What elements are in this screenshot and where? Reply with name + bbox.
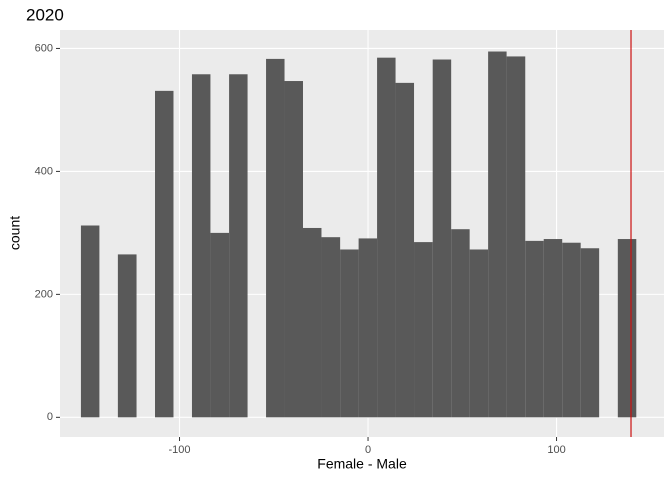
bar [377,57,396,418]
bar [358,238,378,418]
bar [340,249,359,418]
bar [451,229,470,418]
bar [321,237,341,418]
chart-title: 2020 [26,5,64,24]
bar [229,74,248,418]
bar [210,232,230,418]
x-tick-label: 100 [547,444,565,456]
bar [395,82,415,418]
x-tick-label: -100 [169,444,191,456]
bar [506,56,526,418]
bar [155,90,174,418]
x-axis-label: Female - Male [317,456,407,472]
bar [562,242,581,418]
bar [543,239,563,418]
bar [191,74,211,418]
bar [266,58,285,418]
bar [469,249,489,418]
y-tick-label: 0 [47,411,53,423]
bar [117,254,137,418]
bar [525,240,544,418]
bar [580,248,600,418]
y-tick-label: 400 [35,165,53,177]
bar [432,59,452,418]
y-tick-label: 600 [35,42,53,54]
x-tick-label: 0 [365,444,371,456]
bar [488,51,507,418]
y-tick-label: 200 [35,288,53,300]
bar [302,227,322,418]
bar [80,225,100,418]
bar [414,242,433,418]
y-axis-label: count [7,216,23,250]
bar [617,239,637,418]
bar [284,81,303,418]
